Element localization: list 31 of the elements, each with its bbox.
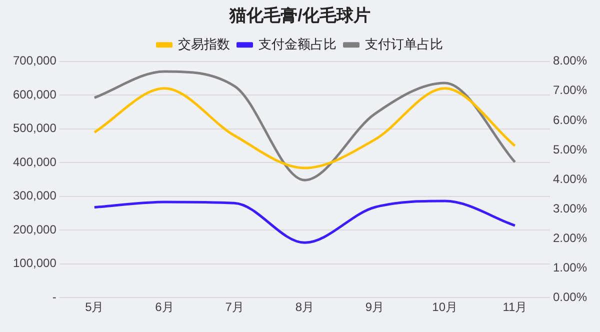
y2-tick-label: 5.00%: [552, 142, 588, 156]
y2-tick-label: 3.00%: [552, 201, 588, 216]
y2-tick-label: 2.00%: [552, 230, 588, 245]
x-tick-label: 9月: [365, 300, 384, 314]
y2-tick-label: 7.00%: [552, 83, 588, 98]
y-tick-label: 500,000: [12, 121, 57, 136]
y2-tick-label: 8.00%: [552, 54, 588, 68]
chart-title: 猫化毛膏/化毛球片: [228, 6, 370, 25]
line-series: [93, 70, 516, 182]
x-tick-label: 5月: [85, 300, 104, 314]
y-tick-label: 400,000: [12, 154, 57, 169]
y-tick-label: 600,000: [12, 87, 57, 102]
legend-label: 交易指数: [178, 36, 230, 52]
line-series: [93, 200, 516, 244]
x-tick-label: 10月: [432, 300, 458, 314]
y-tick-label: 200,000: [12, 222, 57, 236]
legend-label: 支付金额占比: [258, 36, 336, 52]
x-tick-label: 8月: [295, 300, 314, 314]
line-series: [93, 87, 516, 170]
x-tick-label: 6月: [155, 300, 174, 314]
y2-tick-label: 4.00%: [552, 172, 588, 186]
x-tick-label: 11月: [502, 300, 528, 314]
y2-tick-label: 0.00%: [552, 290, 588, 304]
y2-tick-label: 6.00%: [552, 112, 588, 127]
y-tick-label: 700,000: [12, 54, 57, 68]
y-tick-label: -: [52, 290, 56, 304]
y-tick-label: 300,000: [12, 188, 57, 203]
x-tick-label: 7月: [225, 300, 244, 314]
y-tick-label: 100,000: [12, 256, 57, 270]
y2-tick-label: 1.00%: [552, 260, 588, 274]
legend-label: 支付订单占比: [364, 36, 443, 52]
